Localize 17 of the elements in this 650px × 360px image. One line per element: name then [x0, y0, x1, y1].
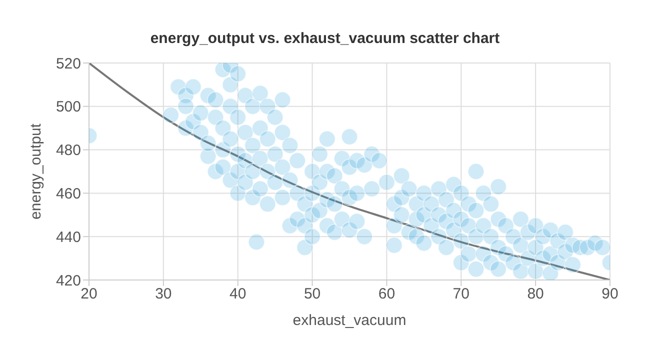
x-tick-label: 50	[304, 286, 321, 303]
x-axis-title: exhaust_vacuum	[292, 312, 406, 329]
x-tick-label: 70	[452, 286, 470, 303]
y-axis-title: energy_output	[27, 122, 44, 220]
x-tick-label: 40	[230, 286, 246, 303]
x-tick-label: 20	[80, 286, 98, 303]
x-tick-label: 80	[527, 286, 544, 303]
y-tick-label: 420	[56, 272, 81, 290]
chart-title: energy_output vs. exhaust_vacuum scatter chart	[149, 30, 501, 47]
x-tick-label: 30	[155, 286, 172, 303]
y-tick-label: 440	[56, 228, 81, 246]
y-tick-label: 460	[56, 186, 81, 203]
y-tick-label: 480	[56, 142, 81, 160]
y-tick-label: 500	[56, 98, 81, 116]
y-tick-label: 520	[56, 55, 81, 72]
x-tick-label: 90	[602, 286, 618, 303]
x-tick-label: 60	[378, 286, 396, 303]
